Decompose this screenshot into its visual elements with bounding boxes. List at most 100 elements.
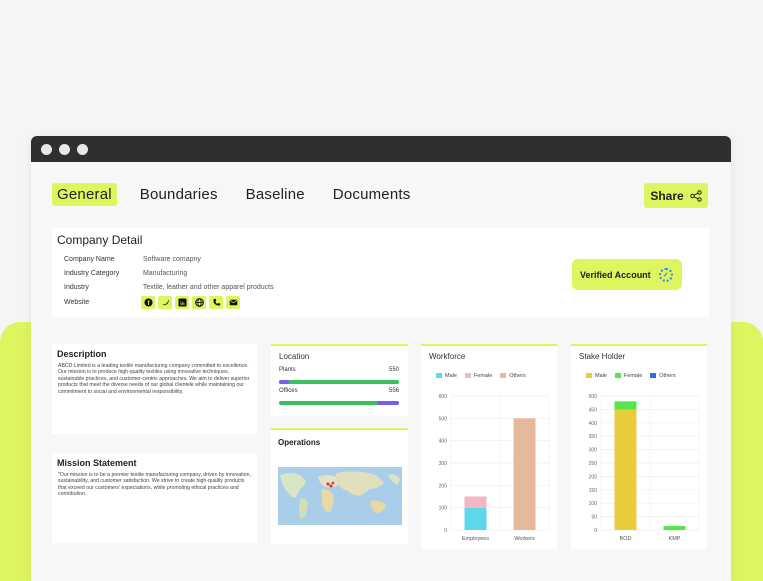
workforce-legend-male-swatch: [436, 373, 442, 379]
stake-bar-bod-male: [614, 409, 637, 530]
stake-bar-bod-female: [614, 401, 637, 410]
share-button[interactable]: Share: [644, 183, 708, 208]
stake-y-tick-label: 250: [589, 461, 598, 467]
industry-label: Industry: [64, 284, 89, 291]
workforce-chart-title: Workforce: [429, 352, 466, 361]
offices-progress-bar: [279, 401, 399, 405]
stake-y-tick-label: 300: [589, 448, 598, 454]
company-detail-title: Company Detail: [57, 233, 143, 247]
company-name-row: Company Name Software comapny: [64, 256, 201, 263]
plants-progress-fill: [279, 380, 289, 384]
app-window: General Boundaries Baseline Documents Sh…: [31, 136, 731, 581]
workforce-y-tick-label: 200: [439, 483, 448, 489]
stake-y-tick-label: 150: [589, 488, 598, 494]
stake-legend-male: Male: [586, 373, 607, 379]
industry-category-value: Manufacturing: [142, 270, 188, 277]
industry-category-row: Industry Category Manufacturing: [64, 270, 187, 277]
phone-icon[interactable]: [209, 296, 223, 309]
stake-y-tick-label: 0: [594, 528, 597, 534]
window-titlebar: [31, 136, 731, 162]
description-card: Description ABCD Limited is a leading te…: [52, 344, 257, 434]
mail-icon[interactable]: [226, 296, 240, 309]
workforce-y-tick-label: 100: [439, 506, 448, 512]
stake-legend-female: Female: [614, 373, 643, 379]
svg-text:f: f: [147, 300, 150, 307]
location-card: Location Plants 550 Offices 556: [271, 344, 408, 416]
plants-value: 550: [388, 367, 399, 373]
stake-legend-others-label: Others: [659, 373, 676, 379]
workforce-x-tick-label: Workers: [514, 536, 535, 542]
company-name-value: Software comapny: [142, 256, 201, 263]
plants-progress-bar: [279, 380, 399, 384]
stake-y-tick-label: 100: [589, 501, 598, 507]
stake-x-tick-label: KMP: [669, 536, 681, 542]
stake-holder-chart-title: Stake Holder: [579, 352, 626, 361]
industry-row: Industry Textile, leather and other appa…: [64, 284, 274, 291]
stake-y-tick-label: 500: [589, 394, 598, 400]
workforce-legend: Male Female Others: [436, 373, 526, 379]
main-content: General Boundaries Baseline Documents Sh…: [31, 162, 731, 581]
tab-boundaries[interactable]: Boundaries: [139, 186, 218, 203]
workforce-y-tick-label: 500: [439, 416, 448, 422]
workforce-y-tick-label: 400: [439, 439, 448, 445]
workforce-legend-others: Others: [500, 373, 526, 379]
share-label: Share: [650, 188, 684, 203]
location-title: Location: [279, 352, 310, 361]
workforce-bar-employees-male: [464, 507, 487, 530]
social-links: f in: [141, 296, 240, 309]
mission-text: "Our mission is to be a premier textile …: [58, 472, 251, 498]
stake-y-tick-label: 200: [589, 474, 598, 480]
workforce-legend-others-swatch: [500, 373, 507, 379]
stake-legend-female-label: Female: [623, 373, 643, 379]
operations-title: Operations: [278, 438, 321, 447]
workforce-x-tick-label: Employees: [462, 536, 489, 542]
workforce-y-tick-label: 300: [439, 461, 448, 467]
stake-holder-legend: Male Female Others: [586, 373, 676, 379]
tab-documents[interactable]: Documents: [332, 186, 411, 203]
verified-check-icon: ✓: [658, 267, 673, 282]
stake-legend-male-label: Male: [595, 373, 607, 379]
twitter-icon[interactable]: [158, 296, 172, 309]
offices-label: Offices: [279, 388, 298, 394]
workforce-legend-male: Male: [436, 373, 457, 379]
offices-row: Offices 556: [279, 388, 399, 394]
website-row: Website: [64, 299, 141, 306]
facebook-icon[interactable]: f: [141, 296, 155, 309]
workforce-legend-female: Female: [464, 373, 493, 379]
stake-x-tick-label: BOD: [620, 536, 632, 542]
workforce-y-tick-label: 0: [444, 528, 447, 534]
industry-value: Textile, leather and other apparel produ…: [142, 284, 274, 291]
tab-bar: General Boundaries Baseline Documents: [52, 183, 415, 206]
offices-progress-fill: [377, 401, 399, 405]
workforce-bar-chart: 0 100 200 300 400 500 600 Employees Workers: [439, 394, 550, 542]
stake-legend-female-swatch: [614, 373, 621, 379]
window-maximize-button[interactable]: [77, 143, 88, 155]
workforce-legend-others-label: Others: [509, 373, 526, 379]
stake-y-tick-label: 450: [589, 407, 598, 413]
linkedin-icon[interactable]: in: [175, 296, 189, 309]
globe-icon[interactable]: [192, 296, 206, 309]
description-title: Description: [57, 349, 107, 359]
tab-baseline[interactable]: Baseline: [245, 186, 305, 203]
stake-y-tick-label: 50: [591, 515, 597, 521]
workforce-legend-male-label: Male: [445, 373, 457, 379]
share-icon: [689, 189, 702, 202]
plants-row: Plants 550: [279, 367, 399, 373]
verified-account-badge: Verified Account ✓: [572, 259, 682, 290]
website-label: Website: [64, 299, 90, 306]
operations-map[interactable]: [278, 467, 402, 525]
stake-legend-others-swatch: [650, 373, 657, 379]
verified-account-label: Verified Account: [580, 269, 651, 280]
window-minimize-button[interactable]: [59, 143, 70, 155]
company-name-label: Company Name: [64, 256, 115, 263]
workforce-bar-workers-others: [513, 418, 536, 530]
window-close-button[interactable]: [41, 143, 52, 155]
industry-category-label: Industry Category: [64, 270, 120, 277]
stake-holder-chart-card: Stake Holder Male Female Others 0 50 100 15…: [571, 344, 707, 549]
stake-holder-bar-chart: 0 50 100 150 200 250 300 350 400 450 500 BOD KMP: [589, 394, 700, 542]
stake-legend-male-swatch: [586, 373, 592, 379]
stake-y-tick-label: 350: [589, 434, 598, 440]
workforce-y-tick-label: 600: [439, 394, 448, 400]
tab-general[interactable]: General: [52, 183, 117, 206]
workforce-legend-female-label: Female: [473, 373, 493, 379]
